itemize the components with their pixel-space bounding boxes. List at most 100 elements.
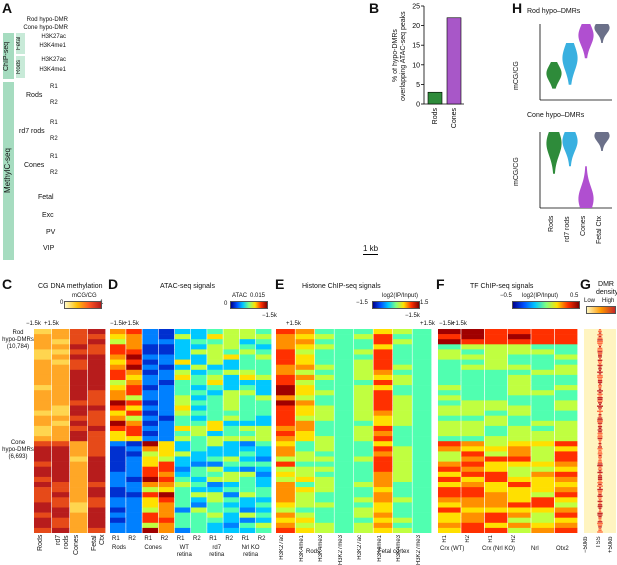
- heat-e-cell: [295, 512, 315, 518]
- heat-e-cell: [276, 415, 295, 422]
- heat-f-cell: [484, 522, 508, 529]
- heat-e-cell: [334, 364, 354, 371]
- heat-e-cell: [334, 512, 354, 518]
- heat-d-cell: [239, 451, 256, 457]
- heat-d-cell: [158, 497, 175, 503]
- heat-d-cell: [191, 415, 207, 422]
- heat-c-cell: [52, 461, 70, 467]
- heat-e-cell: [393, 497, 412, 503]
- heat-e-cell: [393, 334, 412, 340]
- heat-e-cell: [315, 339, 334, 345]
- heat-f-cell: [461, 425, 484, 432]
- heat-d-cell: [158, 492, 175, 498]
- g-density-mark: [597, 505, 603, 508]
- heat-d-cell: [223, 339, 239, 345]
- heat-c-cell: [52, 344, 70, 350]
- heat-e-cell: [295, 441, 315, 447]
- heat-d-cell: [207, 364, 223, 371]
- panel-g-label: G: [580, 276, 591, 292]
- heat-f-cell: [508, 390, 531, 396]
- heat-e-cell: [276, 517, 295, 524]
- heat-d-cell: [207, 400, 223, 406]
- heat-c-cell: [70, 344, 88, 350]
- heat-e-cell: [315, 476, 334, 483]
- g-density-mark: [597, 512, 603, 514]
- heat-f-cell: [508, 476, 531, 483]
- heat-d-cell: [255, 451, 272, 457]
- heat-e-cell: [276, 395, 295, 401]
- heat-e-cell: [373, 339, 393, 345]
- heat-f-cell: [531, 507, 554, 513]
- heat-d-cell: [158, 385, 175, 391]
- heat-e-cell: [276, 512, 295, 518]
- d-group-label: Rods: [112, 545, 127, 551]
- heat-d-cell: [142, 482, 158, 488]
- heat-c-cell: [70, 461, 88, 467]
- g-density-mark: [597, 461, 603, 463]
- heat-d-cell: [207, 461, 223, 467]
- heat-d-cell: [255, 507, 272, 513]
- heat-d-cell: [142, 522, 158, 529]
- heat-d-cell: [174, 344, 191, 350]
- heat-e-cell: [412, 436, 432, 442]
- heat-e-cell: [393, 522, 412, 529]
- heat-d-cell: [239, 497, 256, 503]
- row-label-vip: VIP: [43, 245, 55, 252]
- heat-e-cell: [354, 395, 373, 401]
- heat-d-cell: [239, 461, 256, 467]
- heat-e-cell: [295, 497, 315, 503]
- heat-e-cell: [373, 334, 393, 340]
- heat-f-cell: [438, 344, 461, 350]
- heat-f-cell: [508, 369, 531, 376]
- heat-d-cell: [207, 522, 223, 529]
- g-density-mark: [598, 449, 602, 452]
- heat-f-cell: [438, 522, 461, 529]
- g-low: Low: [584, 298, 596, 304]
- heat-d-cell: [207, 527, 223, 533]
- heat-e-cell: [334, 405, 354, 411]
- heat-c-cell: [34, 420, 52, 427]
- d-rep-label: R2: [128, 536, 136, 542]
- heat-f-cell: [508, 339, 531, 345]
- heat-c-cell: [70, 482, 88, 488]
- rods-h3k27ac-label: H3K27ac: [41, 57, 66, 63]
- g-density-mark: [598, 344, 602, 346]
- heat-d-cell: [191, 400, 207, 406]
- heat-e-cell: [315, 502, 334, 508]
- heat-f-cell: [438, 512, 461, 518]
- heat-f-cell: [554, 487, 578, 493]
- heat-c-cell: [88, 482, 106, 488]
- f-rep-label: R1: [488, 535, 494, 543]
- heat-c-cell: [52, 522, 70, 529]
- heat-c-cell: [70, 471, 88, 478]
- heat-d-cell: [255, 461, 272, 467]
- heat-e-cell: [276, 405, 295, 411]
- g-density-mark: [597, 432, 603, 435]
- heat-d-cell: [191, 344, 207, 350]
- heat-c-cell: [52, 395, 70, 401]
- heat-d-cell: [174, 395, 191, 401]
- heat-d-cell: [126, 405, 142, 411]
- heat-f-cell: [438, 466, 461, 473]
- heat-c-cell: [34, 339, 52, 345]
- c-cb-min: 0: [60, 300, 64, 306]
- heat-d-cell: [126, 374, 142, 381]
- heat-e-cell: [334, 400, 354, 406]
- heat-d-cell: [158, 380, 175, 386]
- g-density-mark: [598, 499, 602, 501]
- heat-e-cell: [373, 431, 393, 437]
- heat-e-cell: [393, 425, 412, 432]
- heat-c-cell: [34, 395, 52, 401]
- heat-c-cell: [52, 374, 70, 381]
- heat-e-cell: [295, 329, 315, 335]
- g-high: High: [602, 298, 615, 304]
- heat-e-cell: [373, 400, 393, 406]
- heat-c-cell: [34, 527, 52, 533]
- c-xlabel-cones: Cones: [73, 535, 80, 556]
- heat-e-cell: [373, 380, 393, 386]
- heat-e-cell: [393, 339, 412, 345]
- heat-e-cell: [412, 461, 432, 467]
- heat-d-cell: [191, 364, 207, 371]
- heat-f-cell: [438, 502, 461, 508]
- heat-e-cell: [315, 329, 334, 335]
